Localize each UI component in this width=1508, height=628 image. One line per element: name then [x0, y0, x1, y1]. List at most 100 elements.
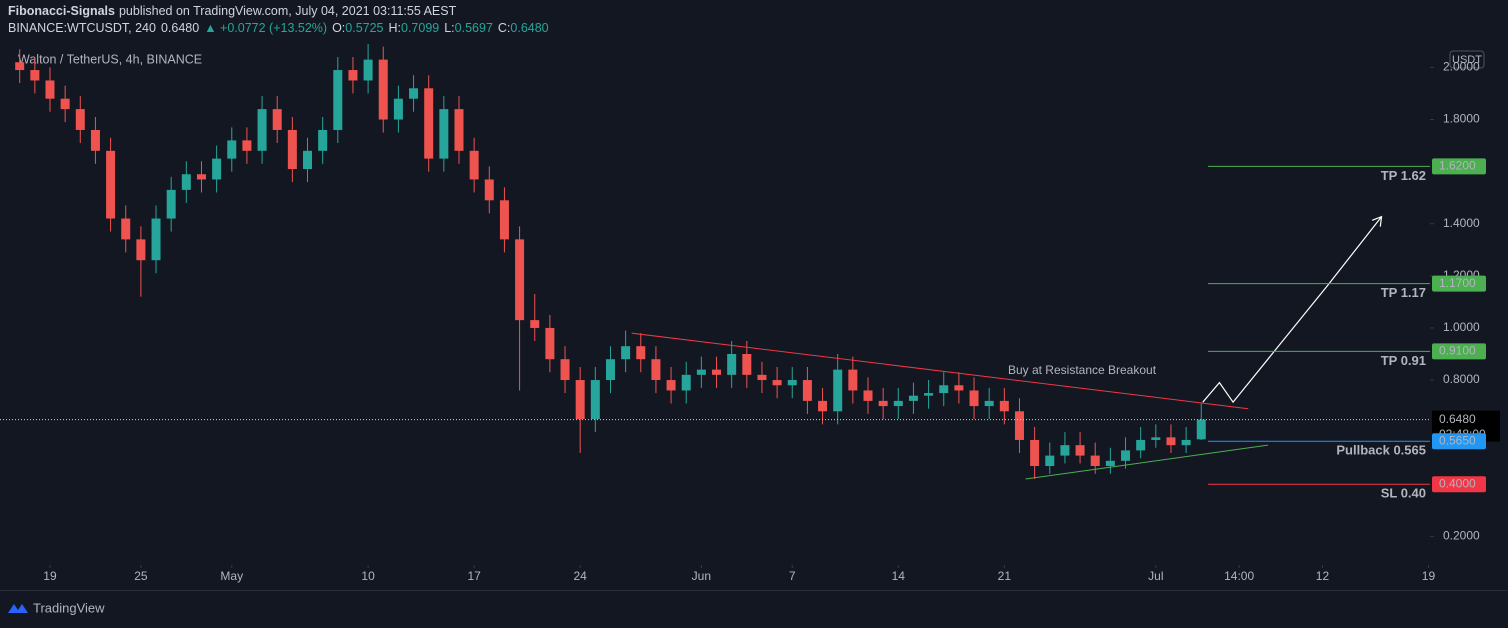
candle-body — [363, 59, 373, 81]
candle-body — [242, 140, 252, 151]
candle-body — [90, 129, 100, 151]
candle-body — [969, 390, 979, 407]
header-line-1: Fibonacci-Signals published on TradingVie… — [8, 4, 457, 18]
author: Fibonacci-Signals — [8, 4, 115, 18]
header-line-2: BINANCE:WTCUSDT, 240 0.6480 ▲ +0.0772 (+13… — [8, 21, 549, 35]
last-price: 0.6480 — [161, 21, 199, 35]
y-tick-label: 1.8000 — [1443, 112, 1480, 126]
x-tick-label: 19 — [43, 569, 57, 583]
level-price-box — [1432, 476, 1486, 493]
level-name: SL 0.40 — [1381, 486, 1426, 501]
candle-body — [651, 359, 661, 381]
level-price-label: 1.6200 — [1439, 159, 1476, 173]
footer-logo: TradingView — [8, 600, 105, 615]
candle-body — [575, 380, 585, 420]
candle-body — [681, 374, 691, 391]
candle-body — [787, 380, 797, 386]
x-tick-label: Jul — [1148, 569, 1163, 583]
candle-body — [1075, 445, 1085, 456]
x-tick-label: 10 — [361, 569, 375, 583]
candle-body — [257, 109, 267, 151]
y-tick-label: 2.0000 — [1443, 60, 1480, 74]
candle-body — [136, 239, 146, 261]
candle-body — [560, 359, 570, 381]
candle-body — [333, 70, 343, 130]
x-tick-label: 24 — [574, 569, 588, 583]
candle-body — [287, 129, 297, 170]
ohlc-value: 0.7099 — [401, 21, 439, 35]
x-tick-label: 21 — [998, 569, 1012, 583]
currency-box: USDT — [1449, 50, 1485, 69]
level-price-label: 0.5650 — [1439, 433, 1476, 447]
candle-body — [454, 109, 464, 151]
candle-body — [1045, 455, 1055, 467]
candle-body — [727, 353, 737, 375]
symbol: BINANCE:WTCUSDT, 240 — [8, 21, 156, 35]
x-tick-label: May — [220, 569, 243, 583]
y-tick-label: 0.8000 — [1443, 372, 1480, 386]
candle-body — [121, 218, 131, 240]
candle-body — [757, 374, 767, 381]
brand: TradingView — [33, 600, 105, 615]
x-tick-label: 25 — [134, 569, 148, 583]
candle-body — [893, 400, 903, 407]
candle-body — [818, 400, 828, 412]
level-name: TP 0.91 — [1381, 353, 1426, 368]
trendline — [631, 332, 1249, 410]
watermark: Walton / TetherUS, 4h, BINANCE — [18, 52, 202, 66]
candle-body — [227, 140, 237, 159]
ohlc-value: 0.6480 — [510, 21, 548, 35]
candle-body — [1014, 411, 1024, 440]
candle-body — [393, 98, 403, 120]
candle-body — [499, 200, 509, 240]
candle-body — [106, 150, 116, 219]
candle-body — [833, 369, 843, 412]
candle-body — [1105, 460, 1115, 467]
candle-body — [621, 346, 631, 360]
candle-body — [212, 158, 222, 180]
candle-body — [318, 129, 328, 151]
level-name: TP 1.17 — [1381, 285, 1426, 300]
logo-icon — [8, 604, 28, 613]
candle-body — [181, 174, 191, 190]
level-name: TP 1.62 — [1381, 168, 1426, 183]
candle-body — [439, 109, 449, 159]
level-price-box — [1432, 275, 1486, 292]
x-tick-label: 19 — [1422, 569, 1436, 583]
candle-body — [378, 59, 388, 120]
x-tick-label: 17 — [467, 569, 481, 583]
plot — [15, 44, 1206, 480]
plot-background — [0, 44, 1500, 590]
level-price-label: 0.4000 — [1439, 476, 1476, 490]
x-tick-label: 14 — [892, 569, 906, 583]
candle-body — [545, 327, 555, 360]
change: ▲ +0.0772 (+13.52%) — [204, 21, 327, 35]
x-tick-label: 12 — [1316, 569, 1330, 583]
candle-body — [999, 400, 1009, 412]
candle-body — [1136, 439, 1146, 451]
candle-body — [151, 218, 161, 261]
candle-body — [1121, 450, 1131, 461]
y-tick-label: 1.4000 — [1443, 216, 1480, 230]
x-tick-label: 7 — [789, 569, 796, 583]
candle-body — [1060, 445, 1070, 456]
ohlc-key: O: — [332, 21, 345, 35]
candle-body — [15, 62, 25, 71]
candle-body — [984, 400, 994, 407]
candle-body — [939, 385, 949, 394]
candle-body — [848, 369, 858, 391]
candle-body — [863, 390, 873, 401]
annotation: Buy at Resistance Breakout — [1008, 363, 1157, 377]
candle-body — [409, 88, 419, 99]
y-tick-label: 0.2000 — [1443, 529, 1480, 543]
ohlc-key: L: — [444, 21, 454, 35]
level-price-box — [1432, 433, 1486, 450]
candle-body — [424, 88, 434, 159]
current-price-label: 0.6480 — [1439, 412, 1476, 426]
ohlc-value: 0.5697 — [455, 21, 493, 35]
arrow — [1202, 216, 1382, 404]
candle-body — [772, 380, 782, 386]
candle-body — [742, 353, 752, 375]
